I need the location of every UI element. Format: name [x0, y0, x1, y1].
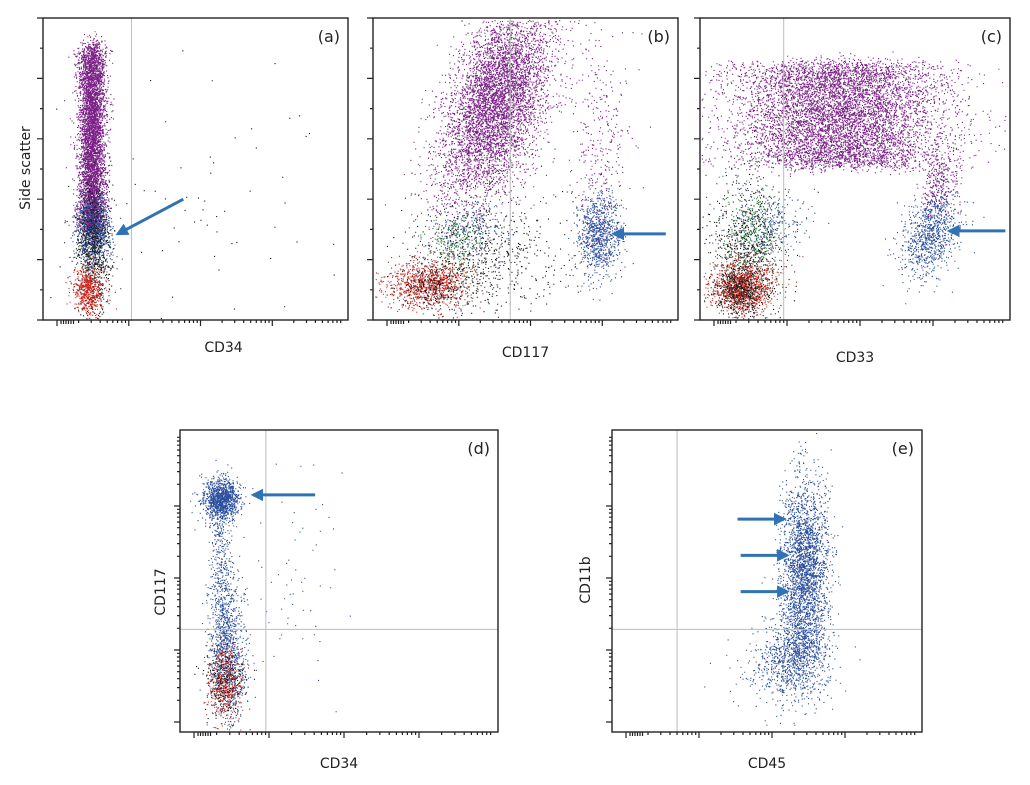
panel-d-population-lymphocytes-3 [204, 635, 249, 731]
panel-b-tick-marks [367, 17, 672, 326]
panel-a-label: (a) [318, 27, 340, 46]
panel-c-dots [701, 51, 1007, 320]
panel-b-population-granulocytes-0 [384, 19, 596, 259]
panel-b: (b) CD117 [367, 17, 679, 361]
panel-a-population-lymphocytes-3 [65, 253, 117, 320]
panel-d-population-blasts-2 [199, 567, 257, 731]
panel-d-population-blasts-0 [190, 464, 254, 535]
panel-a-arrows [115, 197, 185, 236]
panel-d-ylabel: CD117 [153, 568, 169, 615]
panel-c-population-blasts-2 [882, 173, 985, 305]
panel-e-ticks [606, 436, 916, 738]
panel-e-arrows [737, 512, 790, 598]
panel-e-frame [611, 429, 923, 733]
panel-a-population-granulocytes-0 [64, 31, 115, 246]
panel-d-tick-marks [174, 436, 492, 738]
panel-e: (e) CD45 CD11b [578, 429, 923, 772]
panel-b-population-lymphocytes-6 [375, 247, 484, 318]
panel-c-tick-marks [694, 17, 1004, 326]
panel-e-population-blasts-2 [704, 613, 861, 726]
panel-c-population-monocytes-5 [714, 157, 786, 310]
panel-a: (a) CD34 Side scatter [18, 17, 349, 356]
panel-a-dots [50, 31, 335, 320]
panel-b-population-debris-7 [386, 252, 492, 316]
panel-c-frame [699, 17, 1011, 321]
panel-b-population-monocytes-5 [417, 211, 501, 294]
panel-d: (d) CD34 CD117 [153, 429, 499, 772]
panel-c: (c) CD33 [694, 17, 1011, 366]
panel-b-xlabel: CD117 [502, 345, 549, 361]
panel-a-arrow-0 [115, 197, 185, 236]
panel-e-population-blasts-1 [727, 577, 840, 724]
panel-c-population-granulocytes-0 [701, 51, 1007, 176]
panel-a-xlabel: CD34 [204, 340, 242, 356]
panel-d-population-blasts-5 [240, 463, 351, 713]
panel-c-xlabel: CD33 [836, 350, 874, 366]
panel-e-ylabel: CD11b [578, 556, 594, 603]
panel-e-dots [704, 433, 861, 726]
panel-a-tick-marks [37, 17, 342, 326]
panel-a-ylabel: Side scatter [18, 126, 34, 210]
panel-b-frame [372, 17, 679, 321]
panel-d-ticks [174, 436, 492, 738]
panel-e-tick-marks [606, 436, 916, 738]
panel-d-dots [190, 459, 351, 731]
panel-b-ticks [367, 17, 672, 326]
panel-e-label: (e) [892, 439, 914, 458]
panel-c-population-debris-4 [702, 136, 819, 319]
panel-b-dots [375, 19, 651, 319]
panel-a-ticks [37, 17, 342, 326]
panel-c-population-debris-7 [705, 256, 776, 320]
panel-e-xlabel: CD45 [748, 756, 786, 772]
panel-a-frame [42, 17, 349, 321]
panel-a-population-blasts-1 [70, 179, 123, 279]
panel-c-label: (c) [981, 27, 1002, 46]
panel-e-population-blasts-0 [761, 433, 844, 726]
panel-c-population-lymphocytes-6 [703, 244, 804, 319]
panel-d-label: (d) [467, 439, 490, 458]
panel-d-xlabel: CD34 [320, 756, 358, 772]
panel-d-frame [179, 429, 499, 733]
panel-b-label: (b) [647, 27, 670, 46]
panel-c-ticks [694, 17, 1004, 326]
